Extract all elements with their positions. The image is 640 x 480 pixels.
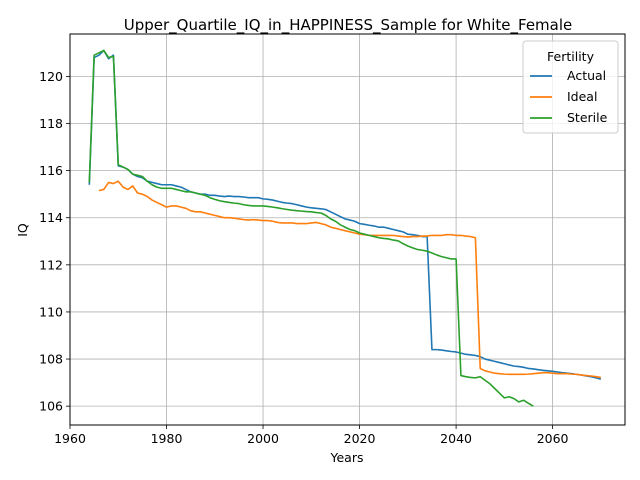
x-tick-label: 2000 — [247, 431, 279, 446]
y-tick-label: 120 — [39, 69, 63, 84]
plot-lines — [88, 49, 602, 407]
legend-box — [522, 40, 619, 134]
y-axis-ticks: 106 108 110 112 114 116 118 120 — [39, 69, 70, 414]
x-axis-label: Years — [330, 450, 364, 465]
legend-entries: Actual Ideal Sterile — [530, 68, 608, 125]
x-tick-label: 2060 — [537, 431, 569, 446]
series-line-actual — [88, 49, 602, 380]
series-line-sterile — [88, 49, 534, 407]
axes-frame — [69, 33, 626, 426]
y-tick-label: 112 — [39, 257, 63, 272]
x-tick-label: 2020 — [344, 431, 376, 446]
legend-label-ideal: Ideal — [567, 89, 597, 104]
series-line-ideal — [98, 180, 601, 379]
y-tick-label: 108 — [39, 352, 63, 367]
legend-title: Fertility — [547, 49, 595, 64]
y-tick-label: 106 — [39, 399, 63, 414]
x-tick-label: 1980 — [151, 431, 183, 446]
x-tick-label: 2040 — [440, 431, 472, 446]
grid-lines — [69, 34, 625, 425]
x-axis-ticks: 1960 1980 2000 2020 2040 2060 — [54, 425, 569, 446]
chart-title: Upper_Quartile_IQ_in_HAPPINESS_Sample fo… — [124, 16, 573, 35]
y-tick-label: 110 — [39, 304, 63, 319]
legend-label-sterile: Sterile — [567, 110, 608, 125]
x-tick-label: 1960 — [54, 431, 86, 446]
legend-label-actual: Actual — [567, 68, 606, 83]
y-axis-label: IQ — [15, 223, 30, 237]
legend: Fertility Actual Ideal Sterile — [522, 40, 619, 134]
y-tick-label: 116 — [39, 163, 63, 178]
y-tick-label: 118 — [39, 116, 63, 131]
y-tick-label: 114 — [39, 210, 63, 225]
